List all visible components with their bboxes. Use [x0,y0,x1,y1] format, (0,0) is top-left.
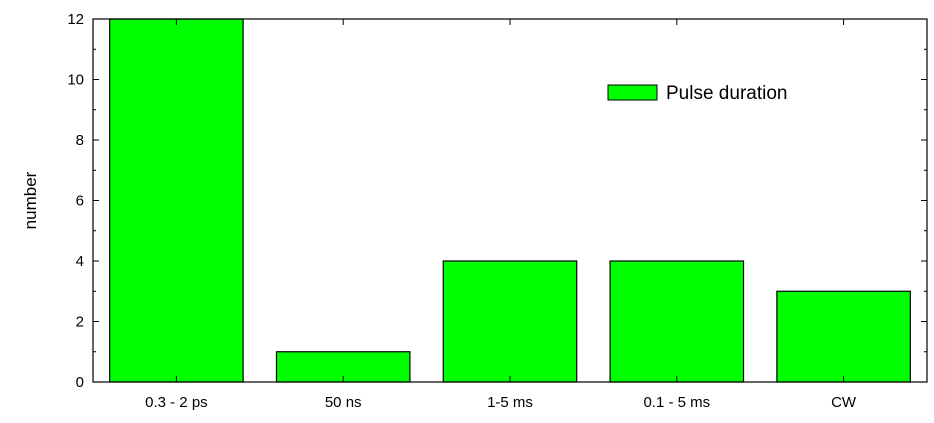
x-tick-label-2: 1-5 ms [487,394,533,411]
legend-swatch [607,84,658,101]
y-axis: 0 2 4 6 8 10 12 [67,11,927,391]
y-tick-label-5: 10 [67,72,84,89]
bar-4 [776,290,911,383]
x-tick-label-3: 0.1 - 5 ms [643,394,710,411]
x-tick-label-0: 0.3 - 2 ps [145,394,208,411]
x-axis: 0.3 - 2 ps 50 ns 1-5 ms 0.1 - 5 ms CW [145,19,857,411]
bars-layer [109,18,911,383]
bar-2 [442,260,578,383]
bar-0 [109,18,244,383]
y-tick-label-1: 2 [76,314,84,331]
legend-label: Pulse duration [666,83,787,104]
y-tick-label-4: 8 [76,132,84,149]
y-tick-label-3: 6 [76,193,84,210]
legend: Pulse duration [607,83,787,104]
y-tick-label-6: 12 [67,11,84,28]
y-tick-label-2: 4 [76,253,84,270]
y-axis-title: number [21,171,40,229]
x-tick-label-1: 50 ns [325,394,362,411]
y-tick-label-0: 0 [76,374,84,391]
bar-3 [609,260,745,383]
x-tick-label-4: CW [831,394,857,411]
